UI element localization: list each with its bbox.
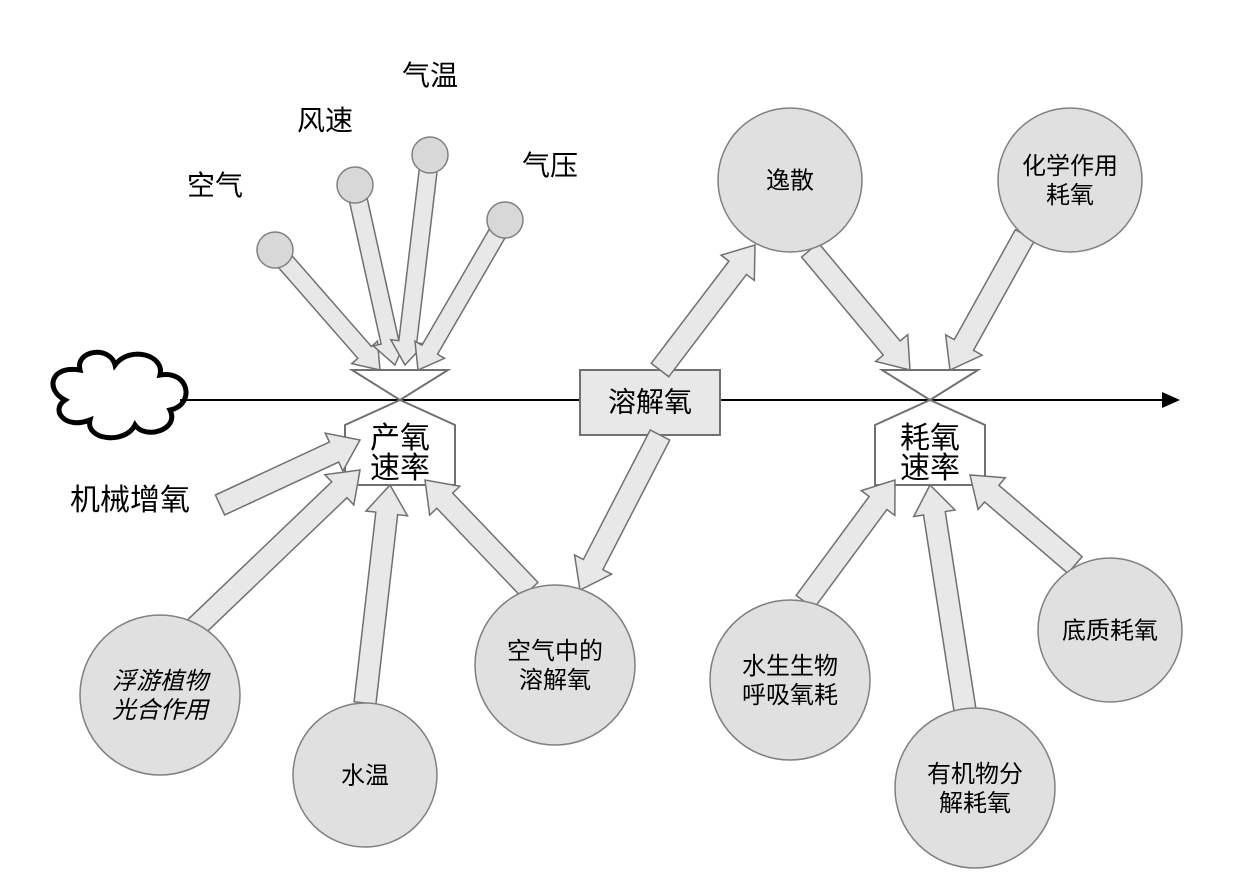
node-label-sediment-0: 底质耗氧 — [1062, 617, 1158, 644]
node-label-escape-0: 逸散 — [766, 167, 814, 194]
node-label-phyto-0: 浮游植物 — [112, 668, 211, 695]
node-circle-airDO — [475, 585, 635, 745]
info-arrow-14 — [970, 475, 1082, 573]
valve-top-production — [352, 370, 448, 400]
main-flow-arrowhead — [1162, 392, 1180, 408]
factor-circle-wind — [337, 167, 373, 203]
node-label-organic-0: 有机物分 — [927, 761, 1023, 788]
factor-circle-airtemp — [412, 137, 448, 173]
node-label-watertemp-0: 水温 — [341, 762, 389, 789]
node-circle-respiration — [710, 600, 870, 760]
valve-label1-production: 产氧 — [370, 422, 430, 455]
info-arrow-11 — [946, 230, 1035, 370]
factor-label-airtemp: 气温 — [402, 60, 458, 92]
node-circle-phyto — [80, 615, 240, 775]
info-arrow-12 — [796, 480, 895, 609]
node-circle-organic — [895, 708, 1055, 868]
node-label-chemical-0: 化学作用 — [1022, 153, 1118, 180]
node-label-chemical-1: 耗氧 — [1046, 182, 1094, 209]
plain-label-mechanical: 机械增氧 — [70, 484, 190, 517]
factor-circle-air — [257, 232, 293, 268]
valve-top-consumption — [882, 370, 978, 400]
info-arrow-7 — [425, 480, 538, 598]
node-label-airDO-1: 溶解氧 — [519, 667, 591, 694]
info-arrow-9 — [651, 245, 755, 377]
info-arrow-5 — [187, 470, 360, 636]
node-label-organic-1: 解耗氧 — [939, 790, 1011, 817]
factor-label-air: 空气 — [187, 170, 243, 202]
valve-label1-consumption: 耗氧 — [900, 422, 960, 455]
node-circle-chemical — [998, 108, 1142, 252]
info-arrow-6 — [354, 485, 407, 704]
cloud-source — [53, 352, 186, 437]
factor-label-wind: 风速 — [297, 106, 353, 137]
info-arrow-8 — [575, 430, 670, 590]
info-arrow-13 — [914, 485, 976, 712]
node-label-phyto-1: 光合作用 — [112, 697, 210, 724]
factor-circle-pressure — [487, 202, 523, 238]
valve-label2-consumption: 速率 — [900, 452, 960, 485]
node-label-respiration-1: 呼吸氧耗 — [742, 682, 838, 709]
valve-label2-production: 速率 — [370, 452, 430, 485]
dissolved-oxygen-label: 溶解氧 — [608, 387, 692, 419]
node-label-airDO-0: 空气中的 — [507, 638, 603, 665]
node-label-respiration-0: 水生生物 — [742, 653, 838, 680]
info-arrow-10 — [802, 243, 910, 370]
factor-label-pressure: 气压 — [522, 150, 578, 182]
